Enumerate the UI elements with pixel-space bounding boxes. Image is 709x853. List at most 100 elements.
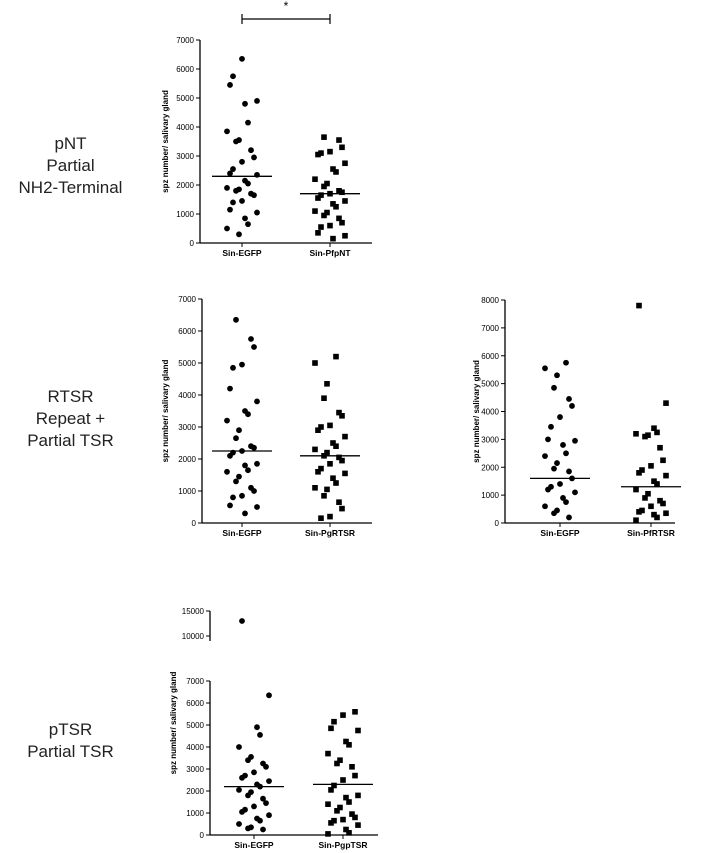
data-point	[545, 486, 551, 493]
data-point	[651, 425, 657, 432]
data-point	[551, 510, 557, 517]
data-point	[239, 618, 245, 624]
data-point	[251, 803, 257, 810]
data-point	[654, 429, 660, 436]
data-point	[251, 192, 257, 199]
category-label: Sin-PfpNT	[309, 248, 351, 258]
data-point	[327, 148, 333, 155]
data-point	[230, 494, 236, 501]
data-point	[657, 497, 663, 504]
data-point	[260, 795, 266, 802]
data-point	[257, 732, 263, 738]
data-point	[352, 709, 358, 715]
data-point	[315, 427, 321, 433]
y-tick-label: 1000	[481, 491, 499, 500]
data-point	[318, 150, 324, 156]
data-point	[242, 462, 248, 469]
data-point	[257, 817, 263, 824]
data-point	[327, 513, 333, 520]
data-point	[312, 208, 318, 214]
data-point	[321, 493, 327, 499]
data-point	[254, 98, 260, 104]
data-point	[352, 772, 358, 779]
data-point	[651, 478, 657, 484]
data-point	[645, 432, 651, 438]
data-point	[542, 365, 548, 372]
y-tick-label: 15000	[182, 607, 205, 616]
y-tick-label: 7000	[481, 324, 499, 333]
data-point	[333, 353, 339, 360]
data-point	[654, 514, 660, 521]
data-point	[242, 510, 248, 517]
data-point	[242, 100, 248, 107]
data-point	[227, 452, 233, 459]
data-point	[355, 822, 361, 828]
data-point	[325, 750, 331, 757]
data-point	[266, 692, 272, 699]
y-tick-label: 0	[192, 519, 197, 528]
data-point	[642, 495, 648, 501]
data-point	[352, 814, 358, 821]
data-point	[245, 119, 251, 126]
data-point	[260, 826, 266, 833]
data-point	[233, 435, 239, 442]
y-tick-label: 1000	[186, 809, 204, 818]
data-point	[254, 398, 260, 405]
data-point	[342, 232, 348, 239]
data-point	[325, 831, 331, 837]
category-label: Sin-EGFP	[234, 840, 274, 850]
data-point	[346, 742, 352, 748]
data-point	[663, 400, 669, 406]
y-tick-label: 7000	[178, 295, 196, 304]
y-tick-label: 3000	[481, 435, 499, 444]
data-point	[328, 787, 334, 793]
y-tick-label: 1000	[178, 487, 196, 496]
data-point	[342, 160, 348, 167]
data-point	[251, 769, 257, 776]
data-point	[330, 475, 336, 481]
data-point	[321, 134, 327, 140]
data-point	[551, 384, 557, 391]
data-point	[542, 503, 548, 510]
data-point	[663, 510, 669, 517]
y-tick-label: 6000	[186, 699, 204, 708]
y-tick-label: 7000	[186, 677, 204, 686]
data-point	[315, 151, 321, 158]
data-point	[227, 502, 233, 509]
data-point	[639, 467, 645, 473]
y-tick-label: 1000	[176, 210, 194, 219]
data-point	[227, 206, 233, 213]
data-point	[233, 478, 239, 485]
category-label: Sin-EGFP	[540, 528, 580, 538]
y-tick-label: 2000	[481, 463, 499, 472]
data-point	[263, 800, 269, 806]
data-point	[239, 361, 245, 368]
y-axis-label: spz number/ salivary gland	[169, 672, 178, 775]
data-point	[339, 189, 345, 196]
data-point	[254, 460, 260, 467]
data-point	[233, 138, 239, 145]
data-point	[245, 757, 251, 764]
data-point	[334, 760, 340, 767]
data-point	[336, 188, 342, 194]
data-point	[355, 727, 361, 734]
data-point	[346, 830, 352, 836]
data-point	[566, 468, 572, 475]
data-point	[236, 787, 242, 793]
y-tick-label: 6000	[481, 352, 499, 361]
data-point	[330, 166, 336, 172]
data-point	[563, 499, 569, 505]
data-point	[239, 809, 245, 815]
significance-marker: *	[284, 0, 289, 13]
data-point	[312, 446, 318, 453]
data-point	[569, 403, 575, 409]
data-point	[340, 712, 346, 718]
data-point	[263, 763, 269, 770]
data-point	[334, 808, 340, 814]
data-point	[343, 794, 349, 801]
row-label-line: pTSR	[48, 720, 93, 739]
y-tick-label: 0	[495, 519, 500, 528]
y-tick-label: 4000	[178, 391, 196, 400]
